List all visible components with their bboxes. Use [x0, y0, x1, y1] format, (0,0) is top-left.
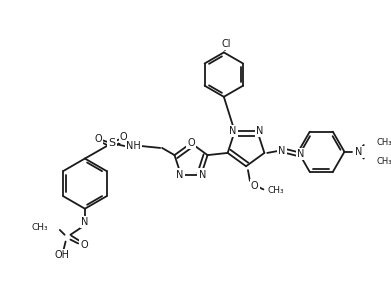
Text: O: O [120, 132, 127, 142]
Text: N: N [355, 147, 362, 157]
Text: Cl: Cl [221, 39, 231, 49]
Text: O: O [95, 134, 102, 144]
Text: CH₃: CH₃ [32, 223, 48, 232]
Text: N: N [256, 126, 263, 136]
Text: O: O [251, 180, 258, 191]
Text: N: N [176, 170, 183, 180]
Text: OH: OH [54, 250, 69, 260]
Text: N: N [278, 146, 285, 156]
Text: CH₃: CH₃ [267, 186, 284, 195]
Text: CH₃: CH₃ [376, 157, 391, 166]
Text: S: S [108, 138, 115, 148]
Text: N: N [229, 126, 237, 136]
Text: N: N [199, 170, 206, 180]
Text: O: O [187, 138, 195, 148]
Text: N: N [298, 149, 305, 159]
Text: O: O [80, 240, 88, 250]
Text: CH₃: CH₃ [376, 138, 391, 147]
Text: N: N [81, 217, 89, 227]
Text: NH: NH [126, 141, 140, 151]
